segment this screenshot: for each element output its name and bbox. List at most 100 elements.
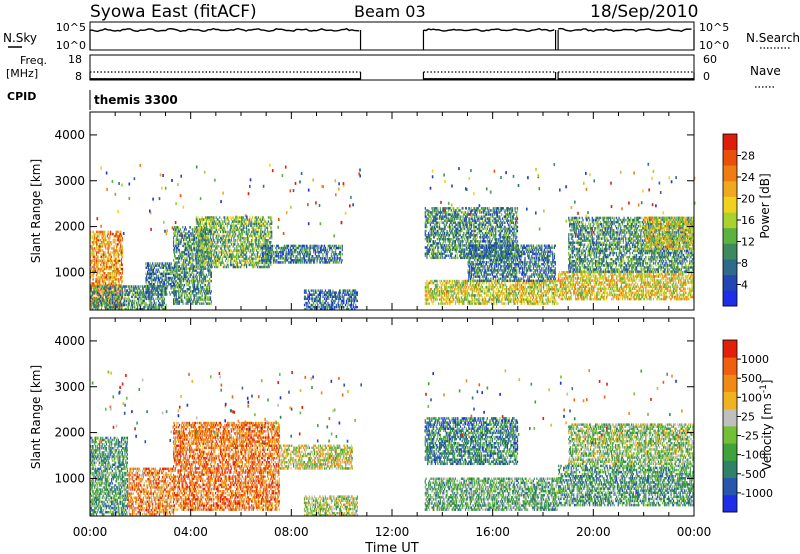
cpid-program: themis 3300 <box>94 93 178 107</box>
echo-cell <box>109 247 110 249</box>
echo-cell <box>135 300 136 302</box>
echo-cell <box>93 298 94 300</box>
echo-cell <box>154 300 155 302</box>
echo-cell <box>139 285 140 287</box>
echo-cell <box>92 296 93 298</box>
echo-cell <box>114 247 115 249</box>
echo-cell <box>116 253 117 255</box>
echo-cell <box>122 253 123 255</box>
echo-cell <box>94 289 95 291</box>
echo-cell <box>103 294 104 296</box>
noise-left-tick-bottom: 10^0 <box>56 39 86 52</box>
echo-cell <box>120 231 121 233</box>
noise-traces <box>90 29 694 50</box>
echo-cell <box>95 233 96 235</box>
echo-cell <box>114 256 115 258</box>
echo-cell <box>101 256 102 258</box>
freq-right-tick-top: 60 <box>703 53 717 66</box>
echo-cell <box>98 300 99 302</box>
echo-cell <box>102 294 103 296</box>
echo-cell <box>108 249 109 251</box>
noise-sky-trace <box>424 29 555 32</box>
echo-cell <box>121 260 122 262</box>
echo-cell <box>100 249 101 251</box>
noise-sky-trace <box>90 29 359 32</box>
echo-cell <box>129 302 130 304</box>
echo-cell <box>122 239 123 241</box>
radar-summary-figure: Syowa East (fitACF) Beam 03 18/Sep/2010 … <box>0 0 800 554</box>
echo-cell <box>108 237 109 239</box>
noise-left-tick-top: 10^5 <box>56 21 86 34</box>
echo-cell <box>122 296 123 298</box>
echo-cell <box>113 280 114 282</box>
echo-cell <box>105 247 106 249</box>
echo-cell <box>99 280 100 282</box>
echo-cell <box>99 294 100 296</box>
echo-cell <box>116 276 117 278</box>
echo-cell <box>122 270 123 272</box>
echo-cell <box>122 237 123 239</box>
echo-cell <box>110 253 111 255</box>
echo-cell <box>109 260 110 262</box>
echo-cell <box>116 258 117 260</box>
echo-cell <box>103 280 104 282</box>
echo-cell <box>94 237 95 239</box>
echo-cell <box>121 233 122 235</box>
frequency-panel: Freq. [MHz] 18 8 60 0 Nave <box>6 53 781 87</box>
echo-cell <box>100 296 101 298</box>
echo-cell <box>94 256 95 258</box>
echo-cell <box>109 243 110 245</box>
echo-cell <box>133 294 134 296</box>
echo-cell <box>118 243 119 245</box>
echo-cell <box>91 285 92 287</box>
echo-cell <box>111 241 112 243</box>
echo-cell <box>122 294 123 296</box>
echo-cell <box>126 285 127 287</box>
echo-cell <box>103 264 104 266</box>
echo-cell <box>94 247 95 249</box>
echo-cell <box>114 270 115 272</box>
echo-cell <box>111 256 112 258</box>
echo-cell <box>104 266 105 268</box>
echo-cell <box>113 306 114 308</box>
echo-cell <box>121 304 122 306</box>
echo-cell <box>93 249 94 251</box>
echo-cell <box>124 300 125 302</box>
echo-cell <box>119 278 120 280</box>
noise-right-tick-bottom: 10^0 <box>699 39 729 52</box>
noise-panel: N.Sky 10^5 10^0 10^5 10^0 N.Search <box>3 21 800 52</box>
echo-cell <box>105 253 106 255</box>
echo-cell <box>98 239 99 241</box>
echo-cell <box>107 298 108 300</box>
echo-cell <box>140 285 141 287</box>
echo-cell <box>134 302 135 304</box>
echo-cell <box>92 247 93 249</box>
echo-cell <box>123 291 124 293</box>
cpid-label: CPID <box>7 90 36 103</box>
echo-cell <box>102 289 103 291</box>
echo-cell <box>155 302 156 304</box>
echo-cell <box>115 289 116 291</box>
echo-cell <box>109 282 110 284</box>
echo-cell <box>116 247 117 249</box>
echo-cell <box>146 294 147 296</box>
date-title: 18/Sep/2010 <box>590 2 698 22</box>
freq-label-1: Freq. <box>20 54 47 67</box>
echo-cell <box>122 264 123 266</box>
echo-cell <box>120 300 121 302</box>
echo-cell <box>93 231 94 233</box>
echo-cell <box>98 306 99 308</box>
echo-cell <box>122 247 123 249</box>
echo-cell <box>128 306 129 308</box>
echo-cell <box>98 260 99 262</box>
echo-cell <box>120 239 121 241</box>
echo-cell <box>94 282 95 284</box>
echo-cell <box>110 272 111 274</box>
echo-cell <box>115 280 116 282</box>
echo-cell <box>104 231 105 233</box>
echo-cell <box>140 300 141 302</box>
echo-cell <box>105 235 106 237</box>
echo-cell <box>126 304 127 306</box>
echo-cell <box>111 287 112 289</box>
power-echo-cells <box>90 163 696 311</box>
